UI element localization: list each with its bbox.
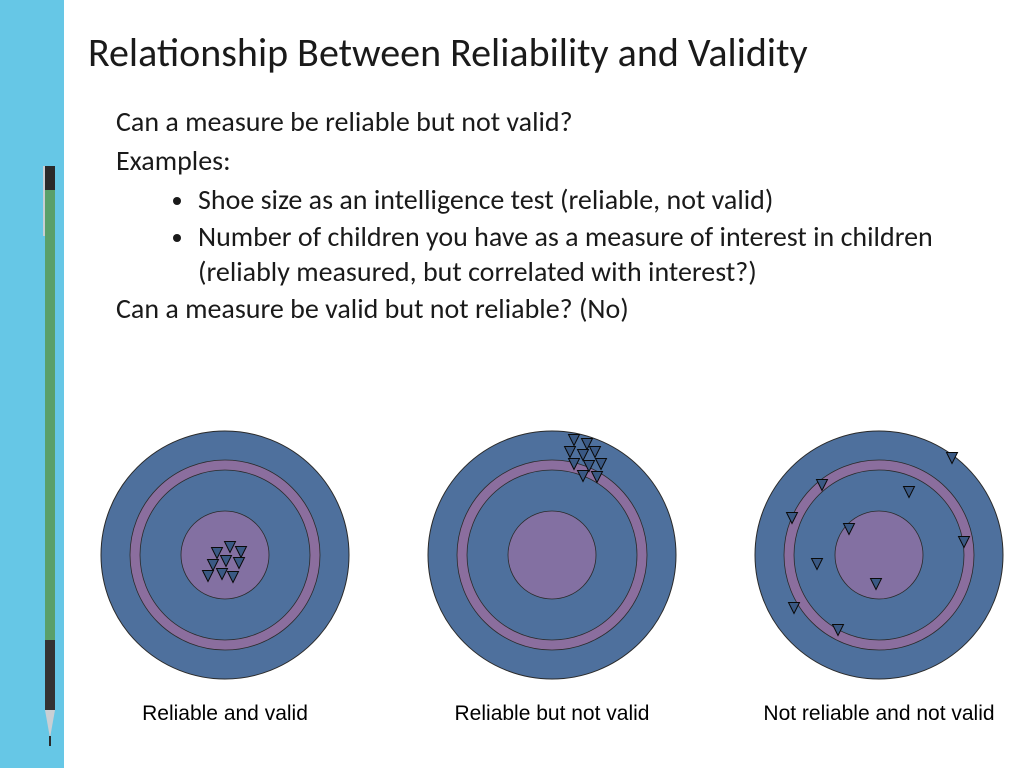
target-diagram: Reliable but not valid	[427, 430, 677, 726]
target-svg	[100, 430, 350, 680]
slide-title: Relationship Between Reliability and Val…	[88, 30, 994, 76]
example-bullet: Number of children you have as a measure…	[196, 219, 994, 289]
target-caption: Reliable and valid	[142, 702, 308, 726]
target-diagram: Reliable and valid	[100, 430, 350, 726]
targets-row: Reliable and valid Reliable but not valid…	[100, 430, 1004, 726]
examples-list: Shoe size as an intelligence test (relia…	[196, 182, 994, 289]
question-2: Can a measure be valid but not reliable?…	[116, 291, 994, 326]
target-caption: Reliable but not valid	[455, 702, 650, 726]
examples-label: Examples:	[116, 143, 994, 178]
target-caption: Not reliable and not valid	[763, 702, 994, 726]
target-svg	[754, 430, 1004, 680]
slide-body: Can a measure be reliable but not valid?…	[88, 104, 994, 326]
target-diagram: Not reliable and not valid	[754, 430, 1004, 726]
pen-graphic	[40, 166, 60, 766]
example-bullet: Shoe size as an intelligence test (relia…	[196, 182, 994, 217]
question-1: Can a measure be reliable but not valid?	[116, 104, 994, 139]
target-svg	[427, 430, 677, 680]
